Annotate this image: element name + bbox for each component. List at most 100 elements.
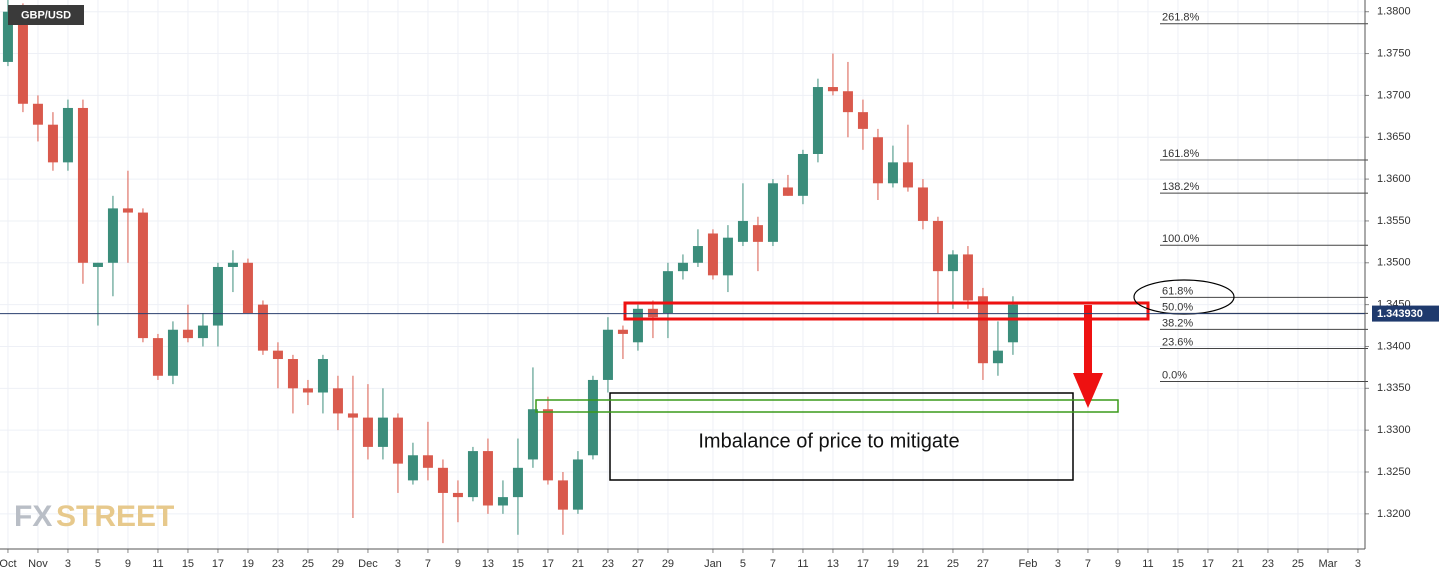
candle-body [887,162,898,184]
candle-body [512,467,523,498]
candle-body [212,266,223,326]
green-zone [535,399,1119,413]
candle-body [602,329,613,380]
x-tick-label: 21 [917,558,929,570]
candle-body [77,107,88,263]
candle-body [272,350,283,360]
y-tick-label: 1.3200 [1377,508,1411,520]
x-tick-label: 17 [1202,558,1214,570]
candle-body [917,187,928,221]
x-tick-label: 5 [95,558,101,570]
x-tick-label: 29 [662,558,674,570]
x-tick-label: 17 [857,558,869,570]
x-tick-label: 3 [395,558,401,570]
fib-label: 50.0% [1162,301,1193,313]
candle-body [167,329,178,376]
y-tick-label: 1.3250 [1377,466,1411,478]
candle-body [617,329,628,334]
y-tick-label: 1.3350 [1377,382,1411,394]
candle-body [632,308,643,343]
candle-body [467,451,478,498]
candle-body [242,262,253,313]
watermark-fx: FX [14,500,52,533]
candle-body [782,187,793,196]
x-tick-label: 15 [512,558,524,570]
candle-body [137,212,148,339]
candle-body [452,492,463,498]
x-tick-label: 25 [302,558,314,570]
x-tick-label: 29 [332,558,344,570]
candle-body [422,455,433,468]
imbalance-box [609,392,1074,481]
candle-body [197,325,208,339]
candle-body [497,497,508,506]
candle-body [122,208,133,213]
fib-label: 100.0% [1162,233,1200,245]
x-tick-label: 15 [1172,558,1184,570]
annotation-text: Imbalance of price to mitigate [698,430,959,452]
candle-body [962,254,973,301]
x-tick-label: Feb [1018,558,1037,570]
fib-levels: 261.8% 161.8% 138.2% 100.0% 61.8% 50.0% 38.2% 2… [1160,12,1368,383]
x-tick-label: Nov [28,558,48,570]
candle-body [377,417,388,447]
x-tick-label: Mar [1318,558,1337,570]
candle-body [287,359,298,389]
candle-body [557,480,568,510]
red-zone [623,301,1150,321]
candle-body [992,350,1003,364]
x-tick-label: 25 [947,558,959,570]
candle-body [842,91,853,113]
x-tick-label: 3 [65,558,71,570]
candle-body [437,467,448,493]
candle-body [692,246,703,263]
fib-label: 38.2% [1162,317,1193,329]
y-tick-label: 1.3750 [1377,47,1411,59]
candle-body [827,87,838,92]
candle-body [1007,304,1018,343]
chart-title: GBP/USD [21,9,71,21]
fib-label: 0.0% [1162,369,1187,381]
x-tick-label: 17 [542,558,554,570]
candles [2,0,1018,544]
x-tick-label: Jan [704,558,722,570]
x-tick-label: 19 [242,558,254,570]
x-tick-label: 25 [1292,558,1304,570]
candle-body [767,183,778,242]
candle-body [812,87,823,154]
candle-body [932,220,943,272]
last-price-label: 1.343930 [1377,308,1423,320]
grid [0,0,1365,549]
x-tick-label: Dec [358,558,378,570]
candle-body [647,308,658,318]
candle-body [17,11,28,104]
arrow-shaft [1084,305,1092,377]
candle-body [107,208,118,263]
x-tick-label: 21 [572,558,584,570]
candle-body [392,417,403,464]
x-tick-label: 17 [212,558,224,570]
x-tick-label: 27 [632,558,644,570]
candle-body [872,137,883,184]
candle-body [572,459,583,510]
x-tick-label: 3 [1355,558,1361,570]
candle-body [47,124,58,163]
candle-body [332,388,343,414]
x-tick-label: 19 [887,558,899,570]
x-tick-label: 21 [1232,558,1244,570]
y-tick-label: 1.3600 [1377,173,1411,185]
x-tick-label: 9 [455,558,461,570]
x-tick-label: 13 [827,558,839,570]
arrow-head [1073,373,1103,408]
watermark-street: STREET [56,500,174,533]
candle-body [2,11,13,62]
candle-body [707,233,718,276]
candle-body [662,271,673,313]
candle-body [482,451,493,506]
x-tick-label: 5 [740,558,746,570]
y-tick-label: 1.3650 [1377,131,1411,143]
candle-body [362,417,373,447]
candle-body [587,379,598,456]
title-box [8,5,84,25]
